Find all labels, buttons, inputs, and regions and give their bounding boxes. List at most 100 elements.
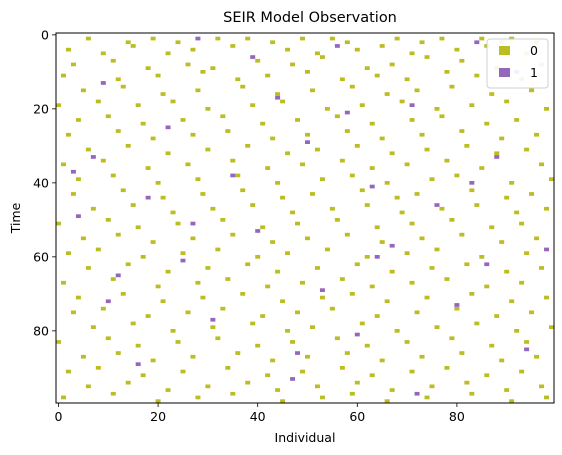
heatmap-cell-state-1 (374, 255, 380, 259)
heatmap-cell-state-0 (225, 366, 231, 370)
heatmap-cell-state-0 (419, 236, 425, 241)
heatmap-cell-state-0 (250, 103, 256, 107)
heatmap-cell-state-0 (210, 206, 216, 211)
heatmap-cell-state-0 (205, 266, 211, 270)
heatmap-cell-state-0 (160, 299, 166, 304)
heatmap-cells (56, 36, 554, 403)
heatmap-cell-state-0 (309, 88, 315, 93)
legend-frame (486, 38, 549, 89)
heatmap-cell-state-0 (314, 384, 320, 389)
heatmap-cell-state-0 (514, 210, 520, 215)
heatmap-cell-state-0 (270, 40, 276, 45)
heatmap-cell-state-0 (509, 299, 515, 304)
heatmap-cell-state-0 (339, 77, 345, 82)
heatmap-cell-state-0 (195, 88, 201, 93)
heatmap-cell-state-0 (280, 195, 286, 200)
heatmap-cell-state-0 (439, 36, 445, 41)
heatmap-cell-state-0 (75, 177, 81, 181)
heatmap-cell-state-0 (369, 121, 375, 126)
heatmap-cell-state-0 (444, 70, 450, 74)
heatmap-cell-state-0 (344, 232, 350, 237)
heatmap-cell-state-0 (369, 373, 375, 378)
heatmap-cell-state-0 (245, 262, 251, 267)
heatmap-cell-state-0 (65, 47, 71, 52)
heatmap-cell-state-0 (90, 206, 96, 211)
heatmap-cell-state-0 (389, 388, 395, 392)
heatmap-cell-state-0 (474, 203, 480, 207)
heatmap-cell-state-0 (544, 295, 550, 300)
heatmap-cell-state-0 (140, 255, 146, 259)
heatmap-cell-state-0 (509, 399, 515, 403)
heatmap-cell-state-0 (230, 44, 236, 48)
heatmap-cell-state-1 (230, 173, 236, 178)
heatmap-cell-state-1 (469, 181, 475, 185)
heatmap-cell-state-0 (60, 395, 66, 400)
heatmap-cell-state-0 (329, 306, 335, 311)
heatmap-cell-state-0 (265, 373, 271, 378)
heatmap-cell-state-0 (469, 103, 475, 107)
heatmap-cell-state-0 (260, 225, 266, 230)
heatmap-cell-state-1 (250, 55, 256, 59)
heatmap-cell-state-0 (454, 306, 460, 311)
heatmap-cell-state-0 (419, 40, 425, 45)
heatmap-cell-state-0 (100, 158, 106, 163)
heatmap-cell-state-0 (314, 51, 320, 56)
heatmap-cell-state-0 (205, 147, 211, 152)
heatmap-cell-state-0 (155, 73, 161, 78)
x-axis-label: Individual (275, 430, 336, 445)
heatmap-cell-state-0 (539, 162, 545, 167)
heatmap-cell-state-0 (145, 314, 151, 318)
heatmap-cell-state-0 (225, 129, 231, 133)
heatmap-cell-state-1 (210, 317, 216, 322)
heatmap-cell-state-0 (349, 84, 355, 89)
legend-label-0: 0 (530, 43, 538, 58)
heatmap-cell-state-0 (280, 299, 286, 304)
heatmap-cell-state-0 (539, 384, 545, 389)
heatmap-cell-state-0 (305, 132, 310, 137)
heatmap-cell-state-0 (125, 380, 131, 385)
plot-area (56, 33, 554, 403)
heatmap-cell-state-0 (504, 269, 510, 274)
heatmap-cell-state-0 (235, 351, 241, 355)
heatmap-cell-state-0 (394, 195, 400, 200)
heatmap-cell-state-0 (140, 373, 146, 378)
heatmap-cell-state-0 (105, 218, 111, 222)
heatmap-cell-state-0 (404, 340, 410, 344)
heatmap-cell-state-0 (359, 321, 365, 326)
heatmap-cell-state-0 (295, 221, 301, 226)
heatmap-cell-state-0 (539, 266, 545, 270)
heatmap-cell-state-0 (170, 99, 176, 104)
legend-swatch-0 (499, 46, 510, 55)
heatmap-cell-state-0 (135, 103, 141, 107)
legend: 0 1 (486, 38, 549, 89)
heatmap-cell-state-0 (105, 114, 111, 119)
heatmap-cell-state-0 (85, 266, 91, 270)
heatmap-cell-state-0 (210, 325, 216, 329)
heatmap-cell-state-0 (305, 70, 310, 74)
heatmap-cell-state-0 (230, 158, 236, 163)
heatmap-cell-state-0 (205, 107, 211, 111)
heatmap-cell-state-0 (534, 354, 540, 359)
heatmap-cell-state-0 (354, 144, 360, 148)
chart-title: SEIR Model Observation (223, 10, 397, 26)
heatmap-cell-state-0 (195, 395, 201, 400)
heatmap-cell-state-0 (85, 147, 91, 152)
heatmap-cell-state-0 (120, 188, 126, 193)
heatmap-cell-state-0 (474, 73, 480, 78)
heatmap-cell-state-0 (494, 314, 500, 318)
heatmap-cell-state-0 (494, 151, 500, 156)
heatmap-cell-state-0 (339, 158, 345, 163)
heatmap-cell-state-0 (514, 329, 520, 333)
heatmap-cell-state-0 (349, 292, 355, 296)
heatmap-cell-state-0 (499, 240, 505, 244)
heatmap-cell-state-0 (389, 151, 395, 156)
heatmap-cell-state-0 (339, 366, 345, 370)
heatmap-cell-state-0 (334, 336, 340, 341)
heatmap-cell-state-0 (300, 280, 305, 285)
heatmap-cell-state-1 (90, 155, 96, 159)
heatmap-cell-state-0 (449, 84, 455, 89)
heatmap-cell-state-0 (379, 44, 385, 48)
heatmap-cell-state-0 (230, 391, 236, 396)
heatmap-cell-state-0 (324, 107, 330, 111)
x-axis-ticks: 0 20 40 60 80 (55, 403, 465, 424)
